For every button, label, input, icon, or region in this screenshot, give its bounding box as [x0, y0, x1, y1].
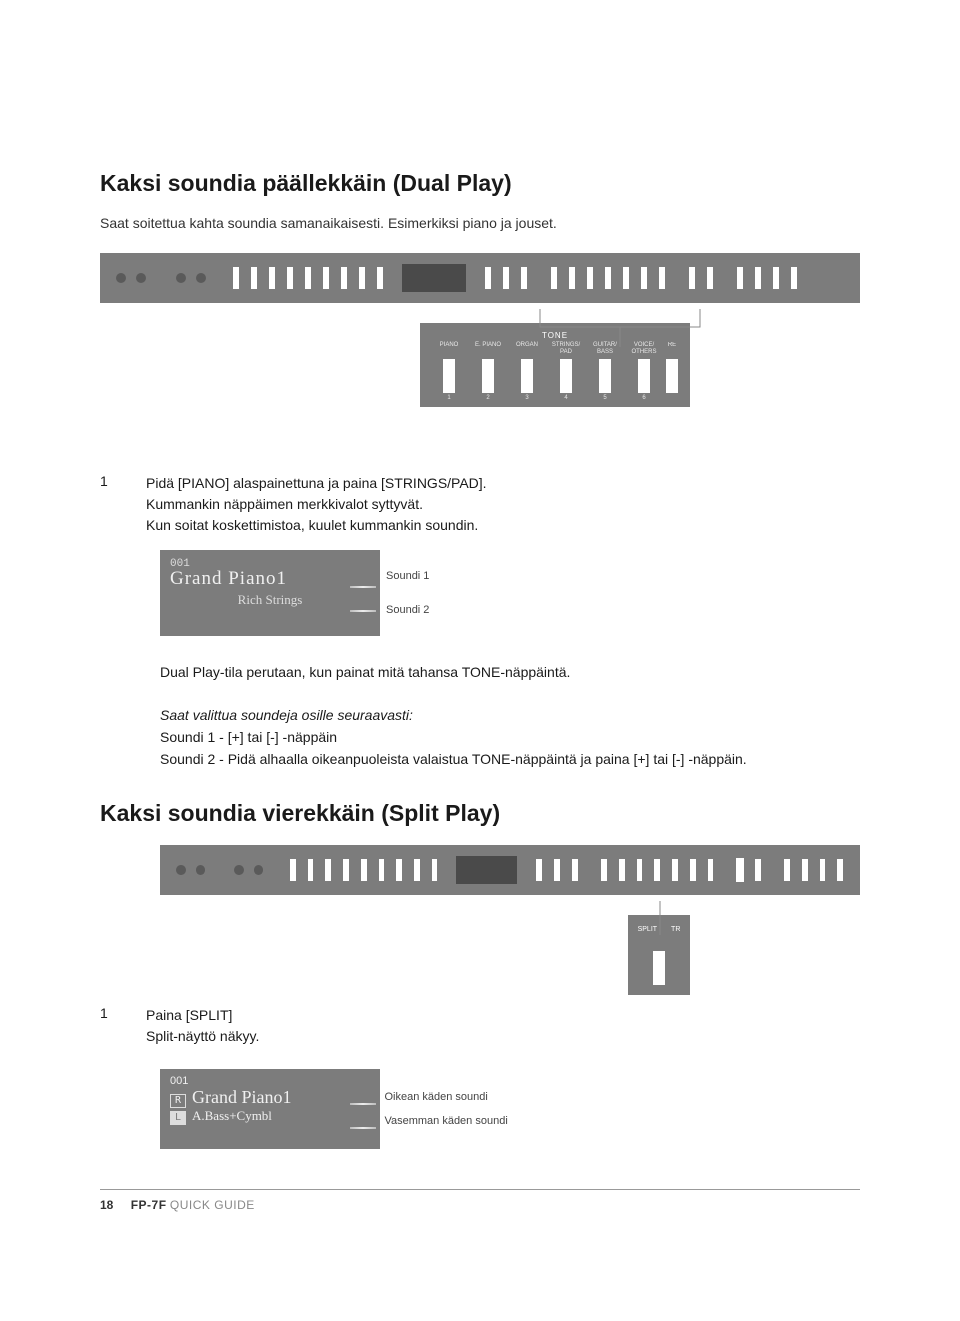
control-panel-strip: [100, 253, 860, 303]
step1-line3: Kun soitat koskettimistoa, kuulet kumman…: [146, 515, 487, 536]
tone-header: TONE: [430, 331, 680, 340]
tag-r: R: [170, 1094, 186, 1108]
tone-panel-callout: TONE PIANO1E. PIANO2ORGAN3STRINGS/ PAD4G…: [420, 323, 690, 407]
lcd2-name2: A.Bass+Cymbl: [192, 1108, 272, 1124]
split-label: SPLIT: [638, 926, 657, 933]
control-panel-strip-2: [160, 845, 860, 895]
tone-button: PIANO1: [430, 342, 468, 401]
tone-button: ORGAN3: [508, 342, 546, 401]
lcd-display-split: 001 R Grand Piano1 L A.Bass+Cymbl: [160, 1069, 380, 1149]
lcd2-label2: Vasemman käden soundi: [384, 1115, 507, 1127]
tone-button: VOICE/ OTHERS6: [625, 342, 663, 401]
tone-button: STRINGS/ PAD4: [547, 342, 585, 401]
dual-info-p3: Soundi 1 - [+] tai [-] -näppäin: [160, 727, 860, 749]
tone-button: GUITAR/ BASS5: [586, 342, 624, 401]
step2-line1: Paina [SPLIT]: [146, 1005, 259, 1026]
section-lead-dual: Saat soitettua kahta soundia samanaikais…: [100, 215, 860, 231]
step1-line1: Pidä [PIANO] alaspainettuna ja paina [ST…: [146, 473, 487, 494]
tag-l: L: [170, 1111, 186, 1125]
lcd2-name1: Grand Piano1: [192, 1087, 291, 1108]
step-number: 1: [100, 473, 116, 536]
page-number: 18: [100, 1198, 113, 1212]
footer-model: FP-7F: [131, 1198, 167, 1212]
step1-line2: Kummankin näppäimen merkkivalot syttyvät…: [146, 494, 487, 515]
lcd-display-dual: 001 Grand Piano1 Rich Strings: [160, 550, 380, 636]
lcd-label-2: Soundi 2: [386, 604, 429, 616]
dual-info-p1: Dual Play-tila perutaan, kun painat mitä…: [160, 662, 860, 684]
step2-number: 1: [100, 1005, 116, 1047]
dual-info-p2: Saat valittua soundeja osille seuraavast…: [160, 705, 860, 727]
lcd-label-1: Soundi 1: [386, 570, 429, 582]
tr-label: TR: [671, 926, 680, 933]
section-title-dual: Kaksi soundia päällekkäin (Dual Play): [100, 170, 860, 197]
tone-button: RE: [664, 342, 680, 401]
section-title-split: Kaksi soundia vierekkäin (Split Play): [100, 800, 860, 827]
lcd2-id: 001: [170, 1075, 370, 1087]
page-footer: 18 FP-7F QUICK GUIDE: [100, 1198, 860, 1212]
tone-button: E. PIANO2: [469, 342, 507, 401]
step2-line2: Split-näyttö näkyy.: [146, 1026, 259, 1047]
lcd-line1: Grand Piano1: [170, 568, 370, 590]
lcd-line2: Rich Strings: [170, 592, 370, 608]
split-button-callout: SPLIT TR: [628, 915, 690, 995]
lcd2-label1: Oikean käden soundi: [384, 1091, 507, 1103]
footer-rule: [100, 1189, 860, 1190]
dual-info-p4: Soundi 2 - Pidä alhaalla oikeanpuoleista…: [160, 749, 860, 771]
footer-guide: QUICK GUIDE: [170, 1198, 255, 1212]
